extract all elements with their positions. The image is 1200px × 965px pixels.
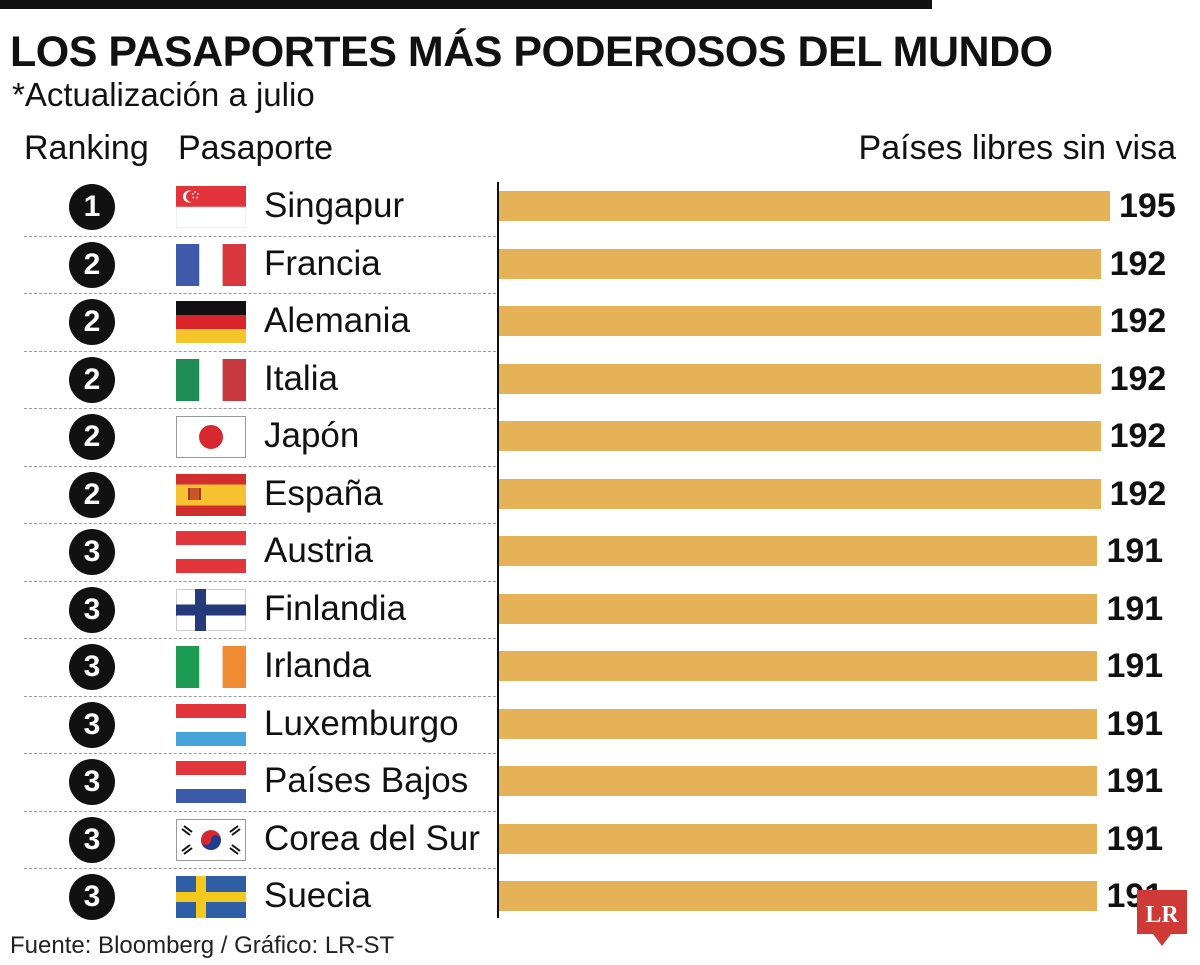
lr-logo: LR bbox=[1137, 890, 1187, 946]
row-divider bbox=[24, 465, 496, 467]
rank-badge: 3 bbox=[69, 529, 115, 575]
value-label: 192 bbox=[1109, 302, 1167, 340]
row-divider bbox=[24, 753, 496, 754]
value-bar bbox=[499, 363, 1101, 394]
value-label: 191 bbox=[1106, 704, 1164, 743]
country-label: Francia bbox=[264, 243, 381, 283]
passport-row: 2 Francia 192 bbox=[0, 235, 1200, 294]
rank-badge: 3 bbox=[69, 701, 115, 748]
rank-badge: 3 bbox=[69, 816, 115, 863]
country-label: Países Bajos bbox=[264, 761, 469, 800]
germany-flag bbox=[176, 301, 246, 343]
value-label: 191 bbox=[1106, 532, 1164, 570]
rank-badge: 2 bbox=[69, 241, 115, 288]
country-label: Finlandia bbox=[264, 588, 407, 628]
rank-badge: 3 bbox=[69, 586, 115, 633]
chart-title: LOS PASAPORTES MÁS PODEROSOS DEL MUNDO bbox=[10, 28, 1053, 76]
japan-flag bbox=[176, 416, 246, 458]
netherlands-flag bbox=[176, 761, 246, 803]
column-header-passport: Pasaporte bbox=[178, 129, 333, 167]
bar-axis-line bbox=[497, 182, 499, 918]
row-divider bbox=[24, 523, 496, 524]
passport-row: 3 Irlanda 191 bbox=[0, 638, 1200, 696]
rank-badge: 3 bbox=[69, 874, 115, 920]
rank-badge: 2 bbox=[69, 299, 115, 345]
country-label: Corea del Sur bbox=[264, 818, 480, 858]
country-label: Japón bbox=[264, 416, 360, 455]
value-bar bbox=[499, 593, 1098, 624]
value-bar bbox=[499, 708, 1098, 739]
passport-row: 2 Italia 192 bbox=[0, 350, 1200, 409]
value-label: 192 bbox=[1109, 417, 1167, 455]
rank-badge: 3 bbox=[69, 644, 115, 690]
ireland-flag bbox=[176, 646, 246, 688]
country-label: Austria bbox=[264, 531, 373, 570]
value-bar bbox=[499, 421, 1101, 451]
value-label: 192 bbox=[1109, 244, 1167, 283]
south-korea-flag bbox=[176, 818, 246, 861]
italy-flag bbox=[176, 358, 246, 401]
value-bar bbox=[499, 191, 1110, 221]
rank-badge: 1 bbox=[69, 184, 115, 230]
passport-row: 2 España 192 bbox=[0, 465, 1200, 524]
finland-flag bbox=[176, 588, 246, 631]
column-header-visa-free: Países libres sin visa bbox=[858, 129, 1176, 167]
passport-row: 3 Suecia 191 bbox=[0, 868, 1200, 926]
row-divider bbox=[24, 235, 496, 237]
france-flag bbox=[176, 243, 246, 286]
row-divider bbox=[24, 638, 496, 639]
value-label: 192 bbox=[1109, 359, 1167, 398]
value-bar bbox=[499, 823, 1098, 854]
austria-flag bbox=[176, 531, 246, 573]
value-label: 191 bbox=[1106, 762, 1164, 800]
source-note: Fuente: Bloomberg / Gráfico: LR-ST bbox=[10, 932, 395, 959]
country-label: Italia bbox=[264, 358, 338, 398]
rank-badge: 3 bbox=[69, 759, 115, 805]
spain-flag bbox=[176, 473, 246, 516]
value-bar bbox=[499, 248, 1101, 279]
country-label: España bbox=[264, 473, 383, 513]
value-bar bbox=[499, 651, 1098, 681]
value-label: 192 bbox=[1109, 474, 1167, 513]
country-label: Alemania bbox=[264, 301, 410, 340]
country-label: Singapur bbox=[264, 186, 405, 225]
value-bar bbox=[499, 881, 1098, 911]
luxembourg-flag bbox=[176, 703, 246, 746]
lr-logo-text: LR bbox=[1145, 902, 1179, 928]
passport-row: 2 Alemania 192 bbox=[0, 293, 1200, 351]
passport-row: 3 Luxemburgo 191 bbox=[0, 695, 1200, 754]
rank-badge: 2 bbox=[69, 414, 115, 460]
value-bar bbox=[499, 478, 1101, 509]
row-divider bbox=[24, 695, 496, 697]
row-divider bbox=[24, 350, 496, 352]
column-header-ranking: Ranking bbox=[24, 129, 149, 167]
passport-row: 3 Austria 191 bbox=[0, 523, 1200, 581]
rank-badge: 2 bbox=[69, 471, 115, 518]
row-divider bbox=[24, 293, 496, 294]
passport-row: 3 Finlandia 191 bbox=[0, 580, 1200, 639]
chart-subtitle: *Actualización a julio bbox=[12, 76, 315, 113]
value-label: 191 bbox=[1106, 647, 1164, 685]
singapore-flag bbox=[176, 186, 246, 228]
row-divider bbox=[24, 408, 496, 409]
country-label: Irlanda bbox=[264, 646, 372, 685]
passport-row: 2 Japón 192 bbox=[0, 408, 1200, 466]
value-label: 195 bbox=[1119, 187, 1176, 225]
value-bar bbox=[499, 306, 1101, 336]
country-label: Suecia bbox=[264, 876, 372, 915]
rank-badge: 2 bbox=[69, 356, 115, 403]
country-label: Luxemburgo bbox=[264, 703, 459, 743]
value-label: 191 bbox=[1106, 819, 1164, 858]
value-bar bbox=[499, 536, 1098, 566]
value-label: 191 bbox=[1106, 589, 1164, 628]
sweden-flag bbox=[176, 876, 246, 918]
value-bar bbox=[499, 766, 1098, 796]
top-rule bbox=[0, 0, 932, 9]
row-divider bbox=[24, 810, 496, 812]
passport-row: 3 Corea del Sur 191 bbox=[0, 810, 1200, 869]
row-divider bbox=[24, 868, 496, 869]
row-divider bbox=[24, 580, 496, 582]
passport-row: 3 Países Bajos 191 bbox=[0, 753, 1200, 811]
passport-row: 1 Singapur 195 bbox=[0, 178, 1200, 236]
